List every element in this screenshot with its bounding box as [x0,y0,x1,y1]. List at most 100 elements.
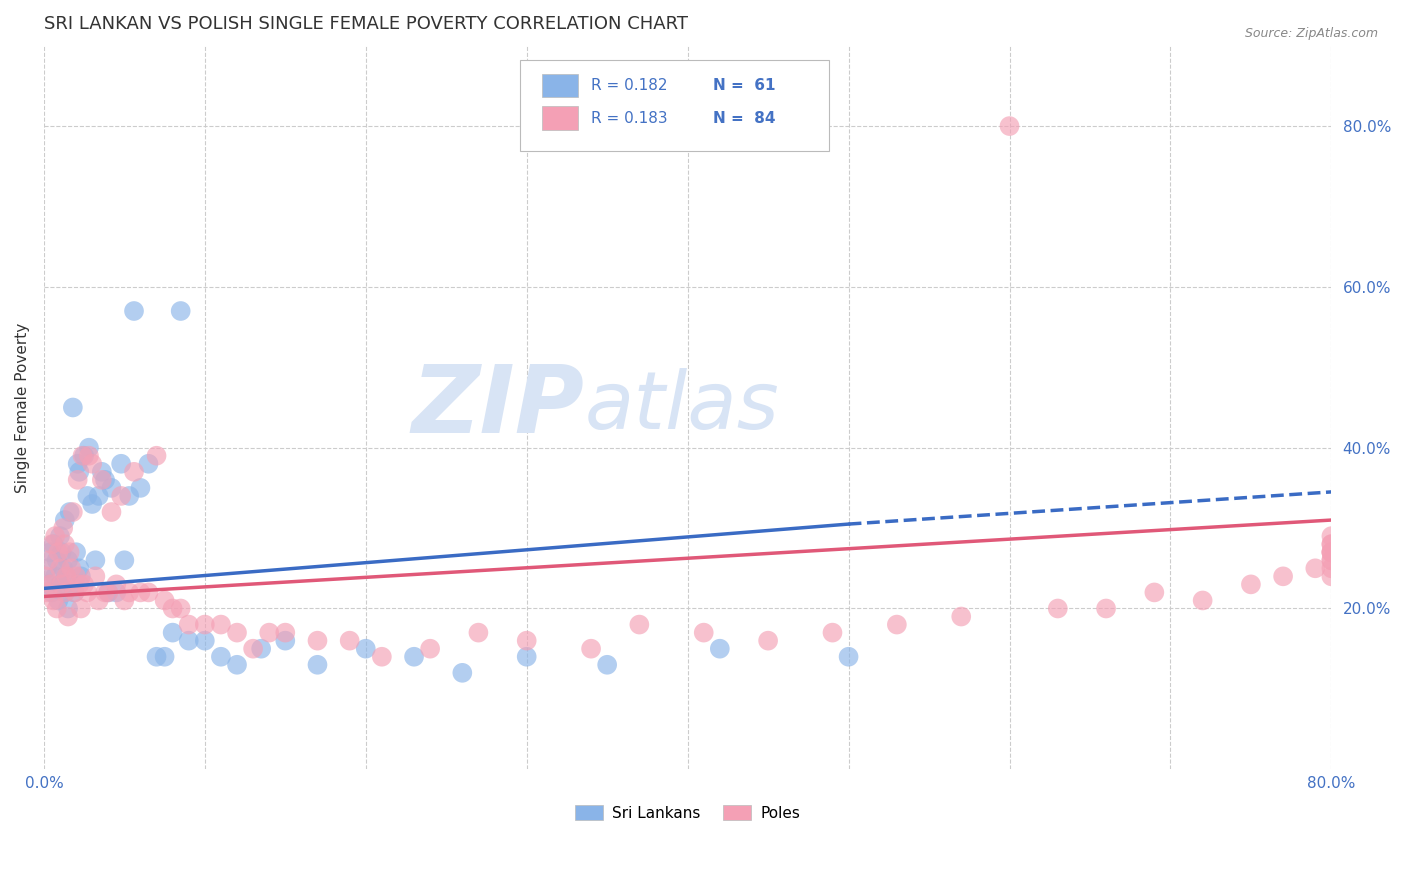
Point [38,577,60,591]
Text: N =  61: N = 61 [713,78,776,93]
Point [162,625,184,640]
Point [49,577,72,591]
Point [45,553,67,567]
Point [90,473,112,487]
Point [1320,569,1343,583]
Point [37,585,59,599]
Point [162,601,184,615]
Point [153,649,176,664]
Point [138,457,160,471]
Point [84,569,107,583]
Point [950,609,973,624]
Point [41,585,63,599]
Point [63,585,86,599]
Point [138,585,160,599]
Point [110,457,132,471]
Point [73,449,96,463]
Text: atlas: atlas [585,368,779,447]
Point [170,601,193,615]
Point [579,641,602,656]
Point [51,545,73,559]
Point [226,657,249,672]
Point [1191,593,1213,607]
Point [53,513,76,527]
Point [55,569,77,583]
Point [274,633,297,648]
Point [73,577,96,591]
Point [70,601,93,615]
Point [49,561,72,575]
Point [84,553,107,567]
FancyBboxPatch shape [543,74,578,97]
Point [41,537,63,551]
Point [62,505,84,519]
Point [756,633,779,648]
Point [55,569,77,583]
Text: ZIP: ZIP [412,361,585,453]
Point [82,497,104,511]
Point [1320,545,1343,559]
Point [250,641,273,656]
Point [52,561,75,575]
Point [65,545,87,559]
Point [1320,537,1343,551]
Point [51,577,73,591]
Point [42,593,65,607]
Point [49,529,72,543]
Point [56,553,79,567]
Y-axis label: Single Female Poverty: Single Female Poverty [15,322,30,492]
Point [596,657,619,672]
Point [90,465,112,479]
Point [60,561,83,575]
Point [709,641,731,656]
Point [52,521,75,535]
Point [177,617,200,632]
Point [66,473,89,487]
FancyBboxPatch shape [543,106,578,129]
Point [87,489,110,503]
Point [34,569,56,583]
Point [1320,561,1343,575]
Point [70,569,93,583]
Point [110,489,132,503]
Text: Source: ZipAtlas.com: Source: ZipAtlas.com [1244,27,1378,40]
Point [76,489,98,503]
Point [122,465,145,479]
Point [467,625,489,640]
Point [44,569,66,583]
Point [53,537,76,551]
Point [118,489,141,503]
Point [1143,585,1166,599]
Point [45,601,67,615]
Point [1320,545,1343,559]
Point [39,577,62,591]
Point [153,593,176,607]
Point [67,577,90,591]
Point [53,585,76,599]
Point [76,585,98,599]
Point [63,585,86,599]
Point [274,625,297,640]
Point [1303,561,1326,575]
Point [42,537,65,551]
Text: N =  84: N = 84 [713,111,776,126]
Legend: Sri Lankans, Poles: Sri Lankans, Poles [569,798,806,827]
Point [1320,553,1343,567]
Point [1320,537,1343,551]
Point [77,449,100,463]
Point [886,617,908,632]
Point [1272,569,1295,583]
Point [60,577,83,591]
Point [56,601,79,615]
Point [94,585,117,599]
Point [194,617,217,632]
Point [72,449,94,463]
Point [39,545,62,559]
Point [129,585,152,599]
Point [339,633,361,648]
Point [209,649,232,664]
Point [112,553,135,567]
Point [451,665,474,680]
Point [105,585,128,599]
Point [170,304,193,318]
